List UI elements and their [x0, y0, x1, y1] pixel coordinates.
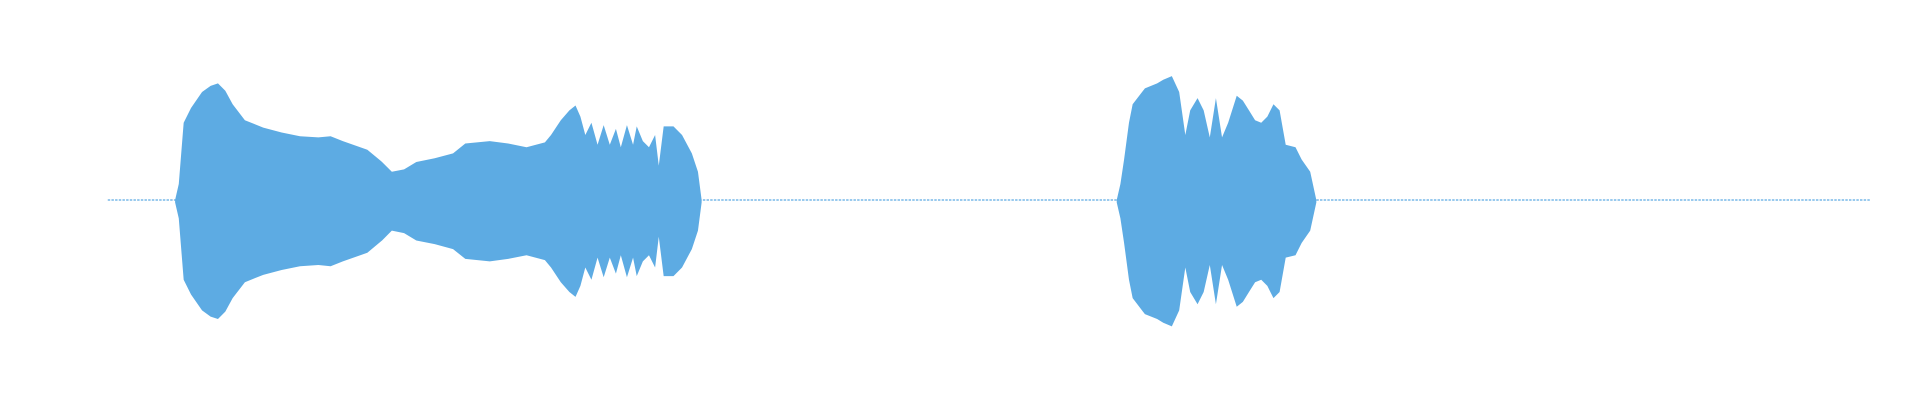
waveform-segment: [175, 83, 702, 320]
waveform-segment: [1116, 76, 1317, 327]
